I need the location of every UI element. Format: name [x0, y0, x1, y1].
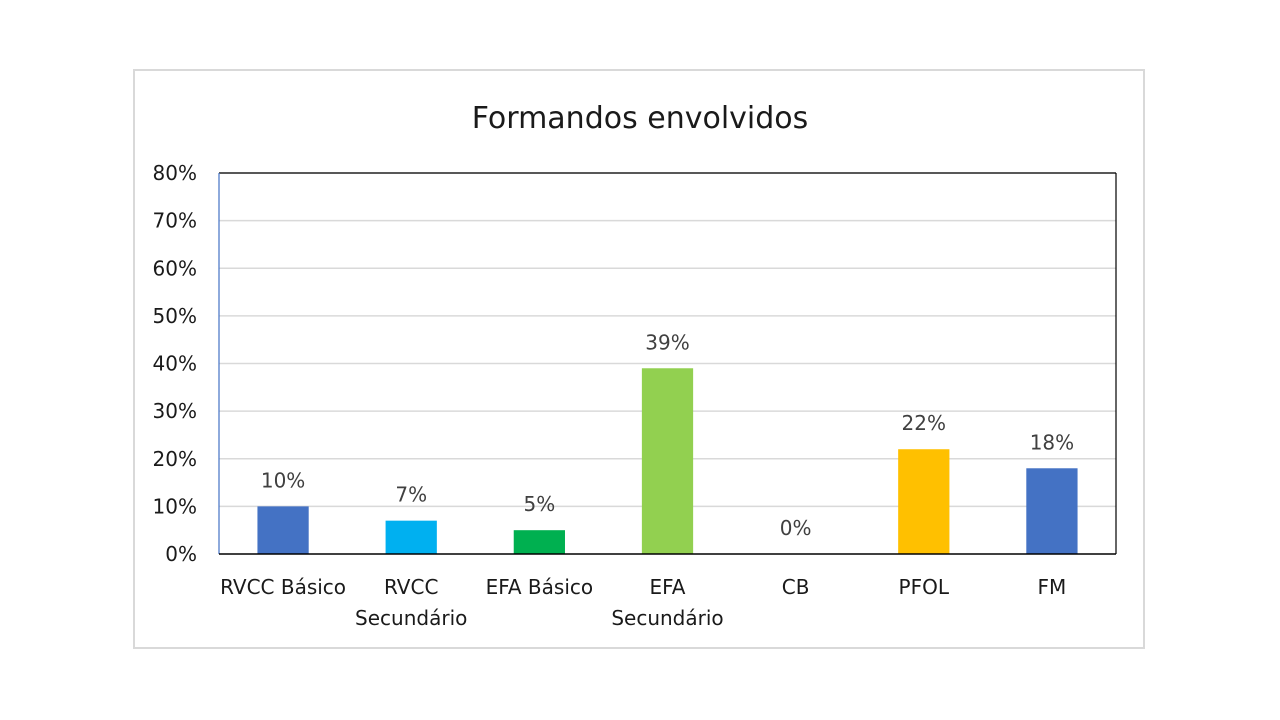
bar [513, 530, 565, 554]
y-tick-label: 10% [153, 494, 197, 518]
data-labels: 10% 7% 5% 39% 0% 22% 18% [261, 330, 1074, 540]
chart-title: Formandos envolvidos [472, 101, 809, 136]
x-category-label: EFA Básico [486, 575, 594, 599]
x-category-label: CB [782, 575, 810, 599]
y-tick-label: 0% [165, 542, 197, 566]
bar [641, 368, 694, 554]
bar [898, 449, 950, 554]
axes [218, 172, 1117, 555]
x-category-label-line: RVCC [384, 575, 438, 599]
bar [1026, 468, 1078, 554]
bar [385, 520, 437, 554]
x-axis-categories: RVCC Básico RVCC Secundário EFA Básico EFA Se… [220, 575, 1066, 630]
x-category-label: PFOL [899, 575, 950, 599]
x-category-label: RVCC Básico [220, 575, 346, 599]
y-tick-label: 50% [153, 304, 197, 328]
y-axis-ticks: 0% 10% 20% 30% 40% 50% 60% 70% 80% [153, 161, 197, 566]
bar [257, 506, 309, 554]
x-category-label-line: Secundário [611, 606, 723, 630]
x-category-label-line: CB [782, 575, 810, 599]
x-category-label: EFA Secundário [611, 575, 723, 630]
data-label: 5% [523, 492, 555, 516]
y-tick-label: 60% [153, 256, 197, 280]
y-tick-label: 20% [153, 447, 197, 471]
y-tick-label: 70% [153, 209, 197, 233]
x-category-label-line: RVCC Básico [220, 575, 346, 599]
data-label: 10% [261, 468, 305, 492]
data-label: 0% [780, 516, 812, 540]
x-category-label: RVCC Secundário [355, 575, 467, 630]
y-tick-label: 40% [153, 352, 197, 376]
data-label: 22% [902, 411, 946, 435]
data-label: 18% [1030, 430, 1074, 454]
x-category-label-line: EFA [650, 575, 686, 599]
x-category-label: FM [1038, 575, 1067, 599]
data-label: 7% [395, 483, 427, 507]
x-category-label-line: EFA Básico [486, 575, 594, 599]
x-category-label-line: PFOL [899, 575, 950, 599]
y-tick-label: 80% [153, 161, 197, 185]
gridlines [219, 172, 1116, 508]
y-tick-label: 30% [153, 399, 197, 423]
data-label: 39% [645, 330, 689, 354]
x-category-label-line: FM [1038, 575, 1067, 599]
bars [257, 368, 1078, 554]
x-category-label-line: Secundário [355, 606, 467, 630]
